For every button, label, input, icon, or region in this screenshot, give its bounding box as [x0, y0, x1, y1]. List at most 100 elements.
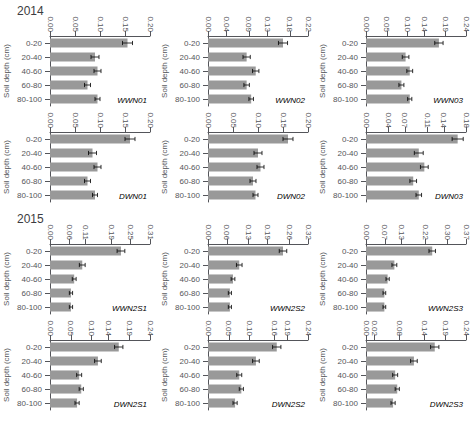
- svg-text:0.32: 0.32: [304, 224, 313, 240]
- svg-text:WWN02: WWN02: [275, 96, 305, 105]
- svg-text:60-80: 60-80: [22, 177, 43, 186]
- svg-text:0.07: 0.07: [380, 224, 389, 240]
- svg-text:DWN01: DWN01: [119, 192, 147, 201]
- svg-text:0.19: 0.19: [441, 320, 450, 336]
- svg-text:Soil depth (cm): Soil depth (cm): [318, 44, 327, 98]
- svg-text:0.19: 0.19: [125, 320, 134, 336]
- svg-text:0.00: 0.00: [204, 224, 213, 240]
- svg-text:WWN01: WWN01: [117, 96, 147, 105]
- svg-text:80-100: 80-100: [175, 399, 200, 408]
- svg-text:0.19: 0.19: [263, 224, 272, 240]
- svg-text:80-100: 80-100: [333, 303, 358, 312]
- svg-text:0.05: 0.05: [229, 112, 238, 128]
- svg-text:60-80: 60-80: [22, 289, 43, 298]
- svg-text:80-100: 80-100: [17, 95, 42, 104]
- svg-text:0.00: 0.00: [362, 16, 371, 32]
- svg-text:20-40: 20-40: [180, 53, 201, 62]
- svg-text:0.00: 0.00: [362, 224, 371, 240]
- svg-text:0.10: 0.10: [96, 112, 105, 128]
- svg-text:0.10: 0.10: [254, 112, 263, 128]
- svg-text:0.10: 0.10: [245, 320, 254, 336]
- svg-text:20-40: 20-40: [22, 357, 43, 366]
- svg-text:0.24: 0.24: [462, 16, 471, 32]
- svg-text:DWN2S3: DWN2S3: [430, 400, 464, 409]
- svg-text:0.20: 0.20: [304, 112, 313, 128]
- svg-text:0-20: 0-20: [26, 343, 43, 352]
- svg-text:0.30: 0.30: [443, 224, 452, 240]
- svg-text:0.20: 0.20: [146, 16, 155, 32]
- svg-text:0.00: 0.00: [204, 16, 213, 32]
- svg-text:60-80: 60-80: [22, 385, 43, 394]
- svg-text:20-40: 20-40: [22, 53, 43, 62]
- svg-text:0.11: 0.11: [81, 225, 90, 241]
- svg-text:0.24: 0.24: [304, 320, 313, 336]
- svg-text:0.05: 0.05: [71, 16, 80, 32]
- svg-text:0.15: 0.15: [121, 112, 130, 128]
- svg-text:WWN2S1: WWN2S1: [112, 304, 147, 313]
- svg-text:40-60: 40-60: [338, 67, 359, 76]
- svg-text:0.09: 0.09: [244, 16, 253, 32]
- svg-text:60-80: 60-80: [180, 385, 201, 394]
- svg-text:0.05: 0.05: [224, 320, 233, 336]
- svg-text:20-40: 20-40: [180, 149, 201, 158]
- svg-text:20-40: 20-40: [338, 149, 359, 158]
- svg-text:0.18: 0.18: [462, 112, 471, 128]
- svg-text:WWN03: WWN03: [433, 96, 463, 105]
- svg-text:60-80: 60-80: [338, 289, 359, 298]
- svg-text:20-40: 20-40: [180, 261, 201, 270]
- svg-text:0.06: 0.06: [65, 224, 74, 240]
- svg-text:40-60: 40-60: [22, 371, 43, 380]
- svg-text:WWN2S3: WWN2S3: [428, 304, 464, 313]
- svg-text:0-20: 0-20: [184, 247, 201, 256]
- svg-text:0-20: 0-20: [342, 247, 359, 256]
- svg-text:60-80: 60-80: [338, 177, 359, 186]
- svg-text:0-20: 0-20: [342, 39, 359, 48]
- svg-text:40-60: 40-60: [338, 275, 359, 284]
- svg-text:0.08: 0.08: [395, 320, 404, 336]
- svg-text:0.14: 0.14: [420, 320, 429, 336]
- svg-text:Soil depth (cm): Soil depth (cm): [160, 44, 169, 98]
- svg-text:0.10: 0.10: [96, 16, 105, 32]
- svg-text:0.22: 0.22: [421, 224, 430, 240]
- svg-text:80-100: 80-100: [333, 191, 358, 200]
- svg-text:0.06: 0.06: [222, 224, 231, 240]
- svg-text:Soil depth (cm): Soil depth (cm): [318, 252, 327, 306]
- svg-text:0.04: 0.04: [222, 16, 231, 32]
- svg-text:0.00: 0.00: [204, 320, 213, 336]
- svg-text:60-80: 60-80: [180, 289, 201, 298]
- svg-text:60-80: 60-80: [180, 177, 201, 186]
- svg-text:40-60: 40-60: [22, 275, 43, 284]
- svg-text:0-20: 0-20: [184, 343, 201, 352]
- svg-text:0.04: 0.04: [384, 112, 393, 128]
- svg-text:0.10: 0.10: [403, 16, 412, 32]
- svg-text:DWN2S1: DWN2S1: [114, 400, 147, 409]
- svg-text:0.25: 0.25: [126, 224, 135, 240]
- svg-text:0.02: 0.02: [370, 320, 379, 336]
- svg-text:40-60: 40-60: [22, 67, 43, 76]
- svg-text:0.00: 0.00: [362, 112, 371, 128]
- svg-text:DWN03: DWN03: [435, 192, 464, 201]
- svg-text:80-100: 80-100: [175, 95, 200, 104]
- svg-text:0.05: 0.05: [66, 320, 75, 336]
- svg-text:20-40: 20-40: [22, 149, 43, 158]
- svg-text:0.00: 0.00: [46, 320, 55, 336]
- svg-text:20-40: 20-40: [338, 357, 359, 366]
- svg-text:0.00: 0.00: [46, 16, 55, 32]
- svg-text:0.13: 0.13: [244, 224, 253, 240]
- svg-text:0.24: 0.24: [146, 320, 155, 336]
- svg-text:2015: 2015: [17, 212, 44, 226]
- svg-text:0.18: 0.18: [285, 16, 294, 32]
- svg-text:60-80: 60-80: [338, 385, 359, 394]
- svg-text:DWN02: DWN02: [277, 192, 306, 201]
- svg-text:0-20: 0-20: [342, 135, 359, 144]
- svg-text:0.37: 0.37: [462, 224, 471, 240]
- svg-text:0.05: 0.05: [382, 16, 391, 32]
- svg-text:Soil depth (cm): Soil depth (cm): [2, 44, 11, 98]
- svg-text:20-40: 20-40: [338, 53, 359, 62]
- svg-text:0.31: 0.31: [146, 224, 155, 240]
- svg-text:20-40: 20-40: [22, 261, 43, 270]
- svg-text:80-100: 80-100: [175, 191, 200, 200]
- svg-text:40-60: 40-60: [180, 163, 201, 172]
- svg-text:0.14: 0.14: [420, 16, 429, 32]
- svg-text:Soil depth (cm): Soil depth (cm): [2, 348, 11, 402]
